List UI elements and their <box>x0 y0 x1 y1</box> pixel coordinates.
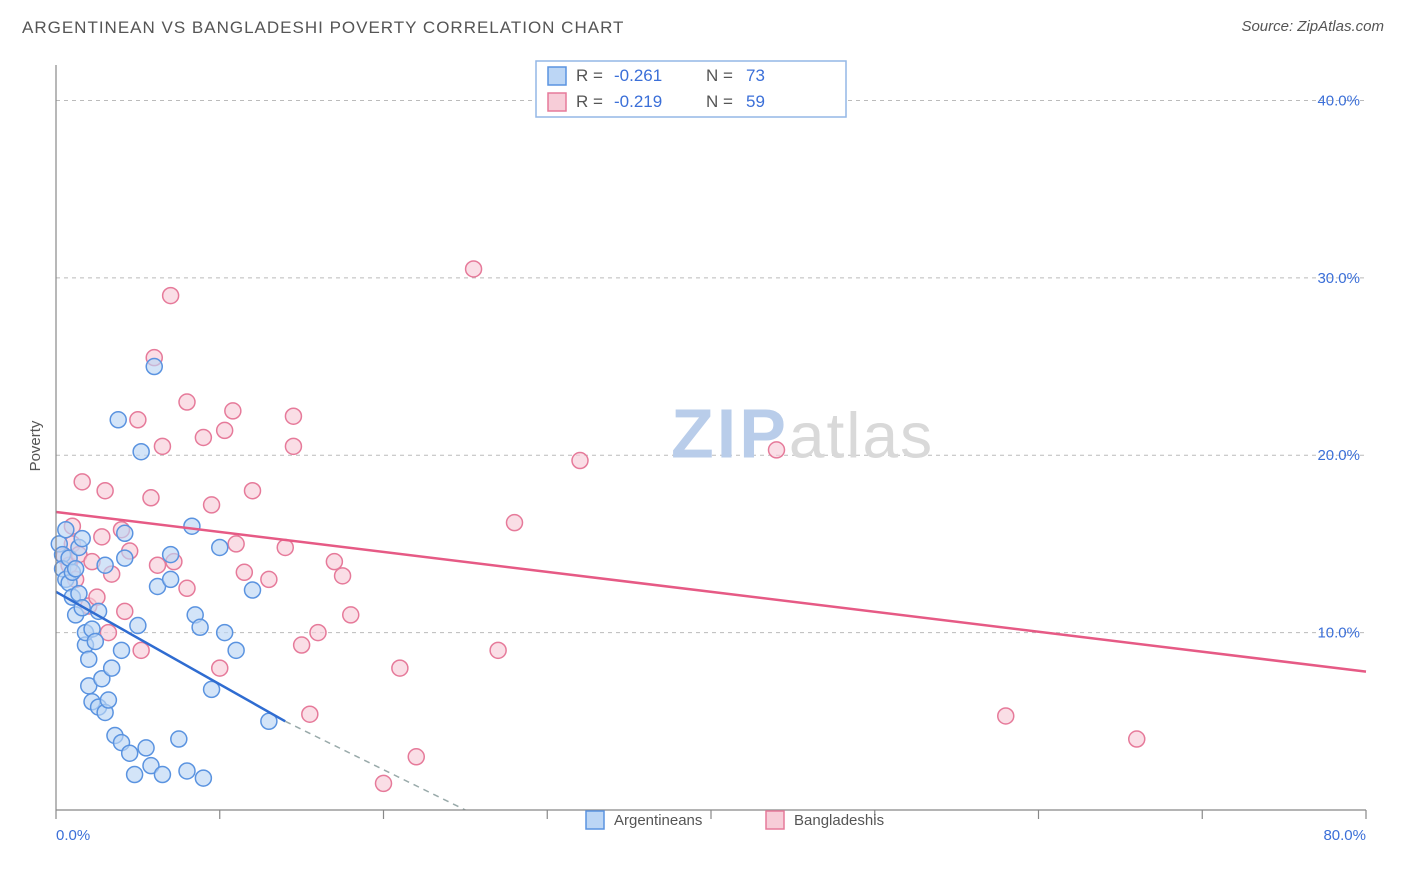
svg-text:R =: R = <box>576 66 603 85</box>
svg-text:40.0%: 40.0% <box>1317 92 1360 109</box>
svg-text:0.0%: 0.0% <box>56 827 90 844</box>
svg-text:73: 73 <box>746 66 765 85</box>
svg-text:20.0%: 20.0% <box>1317 447 1360 464</box>
svg-text:10.0%: 10.0% <box>1317 625 1360 642</box>
svg-text:ZIPatlas: ZIPatlas <box>671 395 934 473</box>
svg-text:N =: N = <box>706 92 733 111</box>
svg-text:80.0%: 80.0% <box>1323 827 1366 844</box>
svg-text:-0.261: -0.261 <box>614 66 662 85</box>
svg-text:R =: R = <box>576 92 603 111</box>
scatter-chart: 10.0% 20.0% 30.0% 40.0% ZIPatlas 0.0% 80.0% R =… <box>46 55 1386 845</box>
chart-title: ARGENTINEAN VS BANGLADESHI POVERTY CORRE… <box>22 18 624 37</box>
svg-text:59: 59 <box>746 92 765 111</box>
svg-text:-0.219: -0.219 <box>614 92 662 111</box>
svg-text:N =: N = <box>706 66 733 85</box>
svg-text:30.0%: 30.0% <box>1317 270 1360 287</box>
y-axis-label: Poverty <box>27 421 44 472</box>
chart-svg: 10.0% 20.0% 30.0% 40.0% ZIPatlas 0.0% 80.0% R =… <box>46 55 1386 845</box>
source-attribution: Source: ZipAtlas.com <box>1241 18 1384 35</box>
svg-text:Bangladeshis: Bangladeshis <box>794 812 884 829</box>
svg-text:Argentineans: Argentineans <box>614 812 702 829</box>
